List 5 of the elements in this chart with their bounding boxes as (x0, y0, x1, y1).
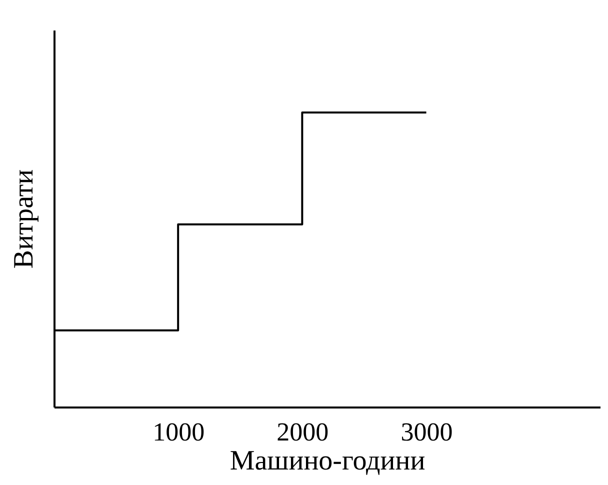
x-tick-label: 2000 (276, 418, 329, 446)
x-tick-label: 1000 (152, 418, 205, 446)
x-axis-title: Машино-години (230, 446, 426, 476)
x-tick-label: 3000 (400, 418, 453, 446)
y-axis-title: Витрати (8, 169, 40, 269)
